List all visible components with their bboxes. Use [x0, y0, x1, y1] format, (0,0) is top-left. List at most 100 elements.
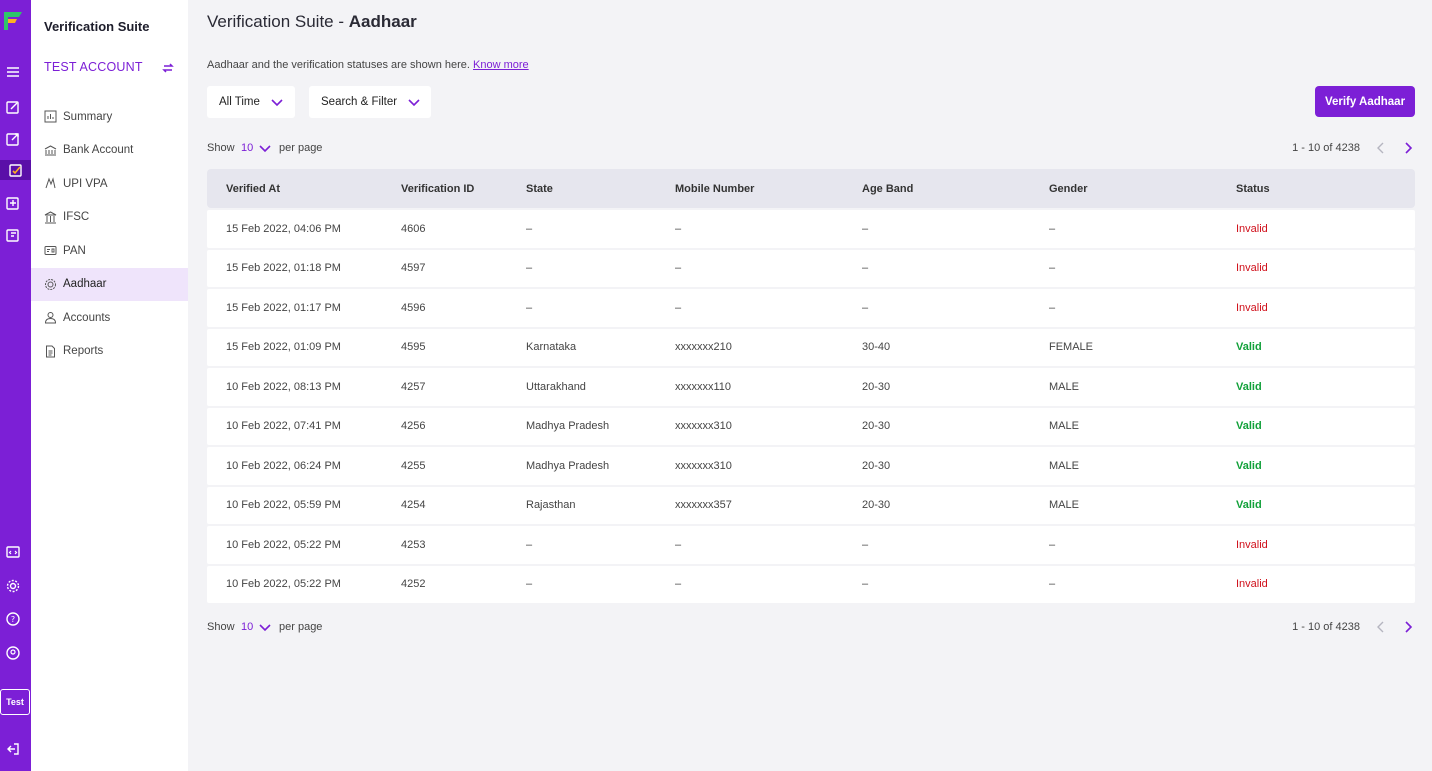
table-cell: –	[526, 222, 533, 235]
bank-icon	[44, 145, 57, 156]
sidebar-item-reports[interactable]: Reports	[31, 335, 188, 369]
table-cell: –	[1049, 262, 1056, 275]
chevron-down-icon[interactable]	[258, 620, 272, 634]
sidebar-item-aadhaar[interactable]: Aadhaar	[31, 267, 188, 301]
table-cell: 4254	[401, 499, 426, 512]
per-page-select[interactable]: 10	[241, 621, 254, 633]
sidebar-item-pan[interactable]: PAN	[31, 234, 188, 268]
verify-aadhaar-button[interactable]: Verify Aadhaar	[1315, 86, 1415, 117]
per-page-select[interactable]: 10	[241, 142, 254, 154]
table-cell: 10 Feb 2022, 08:13 PM	[226, 380, 341, 393]
chevron-left-icon[interactable]	[1374, 141, 1388, 155]
status-badge: Valid	[1236, 341, 1262, 354]
logout-icon[interactable]	[3, 739, 23, 759]
sidebar-item-summary[interactable]: Summary	[31, 100, 188, 134]
sidebar-item-upi-vpa[interactable]: UPI VPA	[31, 167, 188, 201]
sidebar-item-bank-account[interactable]: Bank Account	[31, 134, 188, 168]
table-cell: 15 Feb 2022, 01:09 PM	[226, 341, 341, 354]
chevron-right-icon[interactable]	[1401, 141, 1415, 155]
status-badge: Valid	[1236, 459, 1262, 472]
table-body: 15 Feb 2022, 04:06 PM 4606 – – – – Invalid 15 F…	[207, 210, 1415, 603]
table-row[interactable]: 10 Feb 2022, 07:41 PM 4256 Madhya Pradesh x…	[207, 407, 1415, 445]
time-range-dropdown[interactable]: All Time	[207, 86, 295, 118]
export-icon[interactable]	[3, 129, 23, 149]
table-cell: 4606	[401, 222, 426, 235]
profile-icon[interactable]	[3, 643, 23, 663]
card-icon	[44, 246, 57, 256]
table-row[interactable]: 15 Feb 2022, 01:18 PM 4597 – – – – Invalid	[207, 249, 1415, 287]
reports-rail-icon[interactable]	[3, 225, 23, 245]
sidebar-item-label: Summary	[63, 110, 113, 123]
table-cell: 10 Feb 2022, 05:22 PM	[226, 578, 341, 591]
table-cell: 4252	[401, 578, 426, 591]
developer-icon[interactable]	[3, 542, 23, 562]
table-cell: xxxxxxx210	[675, 341, 732, 354]
table-cell: 15 Feb 2022, 01:18 PM	[226, 262, 341, 275]
column-header: Age Band	[862, 182, 914, 195]
table-header: Verified At Verification ID State Mobile…	[207, 169, 1415, 208]
table-cell: –	[526, 578, 533, 591]
sidebar-item-label: Bank Account	[63, 144, 134, 157]
column-header: State	[526, 182, 553, 195]
page-range: 1 - 10 of 4238	[1292, 621, 1360, 633]
fingerprint-icon	[45, 278, 56, 290]
table-row[interactable]: 15 Feb 2022, 01:09 PM 4595 Karnataka xxxxxx…	[207, 328, 1415, 366]
show-label: Show	[207, 142, 235, 154]
page-description: Aadhaar and the verification statuses ar…	[207, 59, 529, 71]
page-title: Verification Suite - Aadhaar	[207, 12, 417, 32]
table-cell: 10 Feb 2022, 07:41 PM	[226, 420, 341, 433]
table-cell: 15 Feb 2022, 01:17 PM	[226, 301, 341, 314]
environment-chip[interactable]: Test	[0, 689, 30, 715]
table-cell: 20-30	[862, 380, 891, 393]
table-row[interactable]: 10 Feb 2022, 05:59 PM 4254 Rajasthan xxxxxx…	[207, 486, 1415, 524]
status-badge: Valid	[1236, 420, 1262, 433]
chevron-down-icon[interactable]	[258, 141, 272, 155]
table-row[interactable]: 10 Feb 2022, 05:22 PM 4252 – – – – Invalid	[207, 565, 1415, 603]
sidebar-item-label: IFSC	[63, 211, 90, 224]
table-cell: Karnataka	[526, 341, 577, 354]
brand-logo-icon[interactable]	[2, 10, 24, 32]
app-rail: ? Test	[0, 0, 31, 771]
table-cell: –	[862, 301, 869, 314]
status-badge: Invalid	[1236, 301, 1268, 314]
table-cell: xxxxxxx357	[675, 499, 732, 512]
table-cell: MALE	[1049, 499, 1079, 512]
payout-icon[interactable]	[3, 193, 23, 213]
account-name[interactable]: TEST ACCOUNT	[44, 60, 143, 74]
help-icon[interactable]: ?	[3, 609, 23, 629]
table-row[interactable]: 10 Feb 2022, 06:24 PM 4255 Madhya Pradesh x…	[207, 447, 1415, 485]
table-row[interactable]: 15 Feb 2022, 01:17 PM 4596 – – – – Invalid	[207, 289, 1415, 327]
table-cell: –	[1049, 301, 1056, 314]
edit-doc-icon[interactable]	[3, 97, 23, 117]
column-header: Verification ID	[401, 182, 475, 195]
table-row[interactable]: 15 Feb 2022, 04:06 PM 4606 – – – – Invalid	[207, 210, 1415, 248]
app-title: Verification Suite	[44, 19, 150, 34]
sidebar-item-ifsc[interactable]: IFSC	[31, 201, 188, 235]
verifications-table: Verified At Verification ID State Mobile…	[207, 169, 1415, 603]
search-filter-label: Search & Filter	[321, 96, 398, 108]
sidebar-item-label: UPI VPA	[63, 177, 108, 190]
description-text: Aadhaar and the verification statuses ar…	[207, 59, 470, 71]
sidebar-item-accounts[interactable]: Accounts	[31, 301, 188, 335]
table-row[interactable]: 10 Feb 2022, 05:22 PM 4253 – – – – Invalid	[207, 526, 1415, 564]
search-filter-dropdown[interactable]: Search & Filter	[309, 86, 431, 118]
verification-suite-icon[interactable]	[0, 160, 31, 180]
chevron-left-icon[interactable]	[1374, 620, 1388, 634]
switch-account-icon[interactable]	[161, 61, 175, 75]
table-cell: FEMALE	[1049, 341, 1094, 354]
table-cell: –	[862, 262, 869, 275]
table-cell: –	[526, 538, 533, 551]
table-cell: xxxxxxx310	[675, 459, 732, 472]
per-page-label: per page	[279, 142, 323, 154]
status-badge: Invalid	[1236, 578, 1268, 591]
table-cell: –	[526, 301, 533, 314]
menu-icon[interactable]	[3, 62, 23, 82]
table-cell: 4597	[401, 262, 426, 275]
settings-gear-icon[interactable]	[3, 576, 23, 596]
table-row[interactable]: 10 Feb 2022, 08:13 PM 4257 Uttarakhand xxxx…	[207, 368, 1415, 406]
know-more-link[interactable]: Know more	[473, 59, 529, 71]
table-cell: 15 Feb 2022, 04:06 PM	[226, 222, 341, 235]
svg-text:?: ?	[11, 615, 15, 624]
status-badge: Invalid	[1236, 222, 1268, 235]
chevron-right-icon[interactable]	[1401, 620, 1415, 634]
